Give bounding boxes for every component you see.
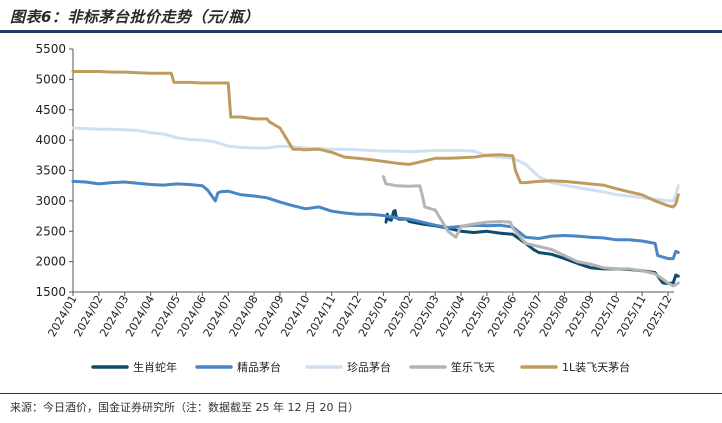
series-line-精品茅台 [71, 179, 680, 261]
y-tick-label: 1500 [35, 285, 66, 299]
series-line-珍品茅台 [71, 126, 680, 203]
y-tick-label: 5000 [35, 72, 66, 86]
legend-label-生肖蛇年: 生肖蛇年 [133, 360, 177, 374]
legend-label-1L装飞天茅台: 1L装飞天茅台 [562, 360, 630, 374]
line-chart: 1500200025003000350040004500500055002024… [35, 42, 680, 374]
bottom-rule [0, 393, 722, 394]
y-tick-label: 4000 [35, 133, 66, 147]
series-line-生肖蛇年 [384, 209, 680, 285]
source-note: 来源：今日酒价，国金证券研究所（注：数据截至 25 年 12 月 20 日） [10, 401, 359, 414]
y-tick-label: 2000 [35, 255, 66, 269]
legend-label-珍品茅台: 珍品茅台 [347, 360, 391, 374]
series-line-1L装飞天茅台 [71, 70, 680, 209]
legend-label-笙乐飞天: 笙乐飞天 [451, 360, 495, 374]
y-tick-label: 4500 [35, 103, 66, 117]
y-tick-label: 3000 [35, 194, 66, 208]
y-tick-label: 5500 [35, 42, 66, 56]
figure-title: 图表6：非标茅台批价走势（元/瓶） [10, 8, 260, 26]
y-tick-label: 3500 [35, 164, 66, 178]
legend-label-精品茅台: 精品茅台 [237, 360, 281, 374]
y-tick-label: 2500 [35, 224, 66, 238]
series-line-笙乐飞天 [381, 175, 680, 288]
title-rule [0, 30, 722, 33]
